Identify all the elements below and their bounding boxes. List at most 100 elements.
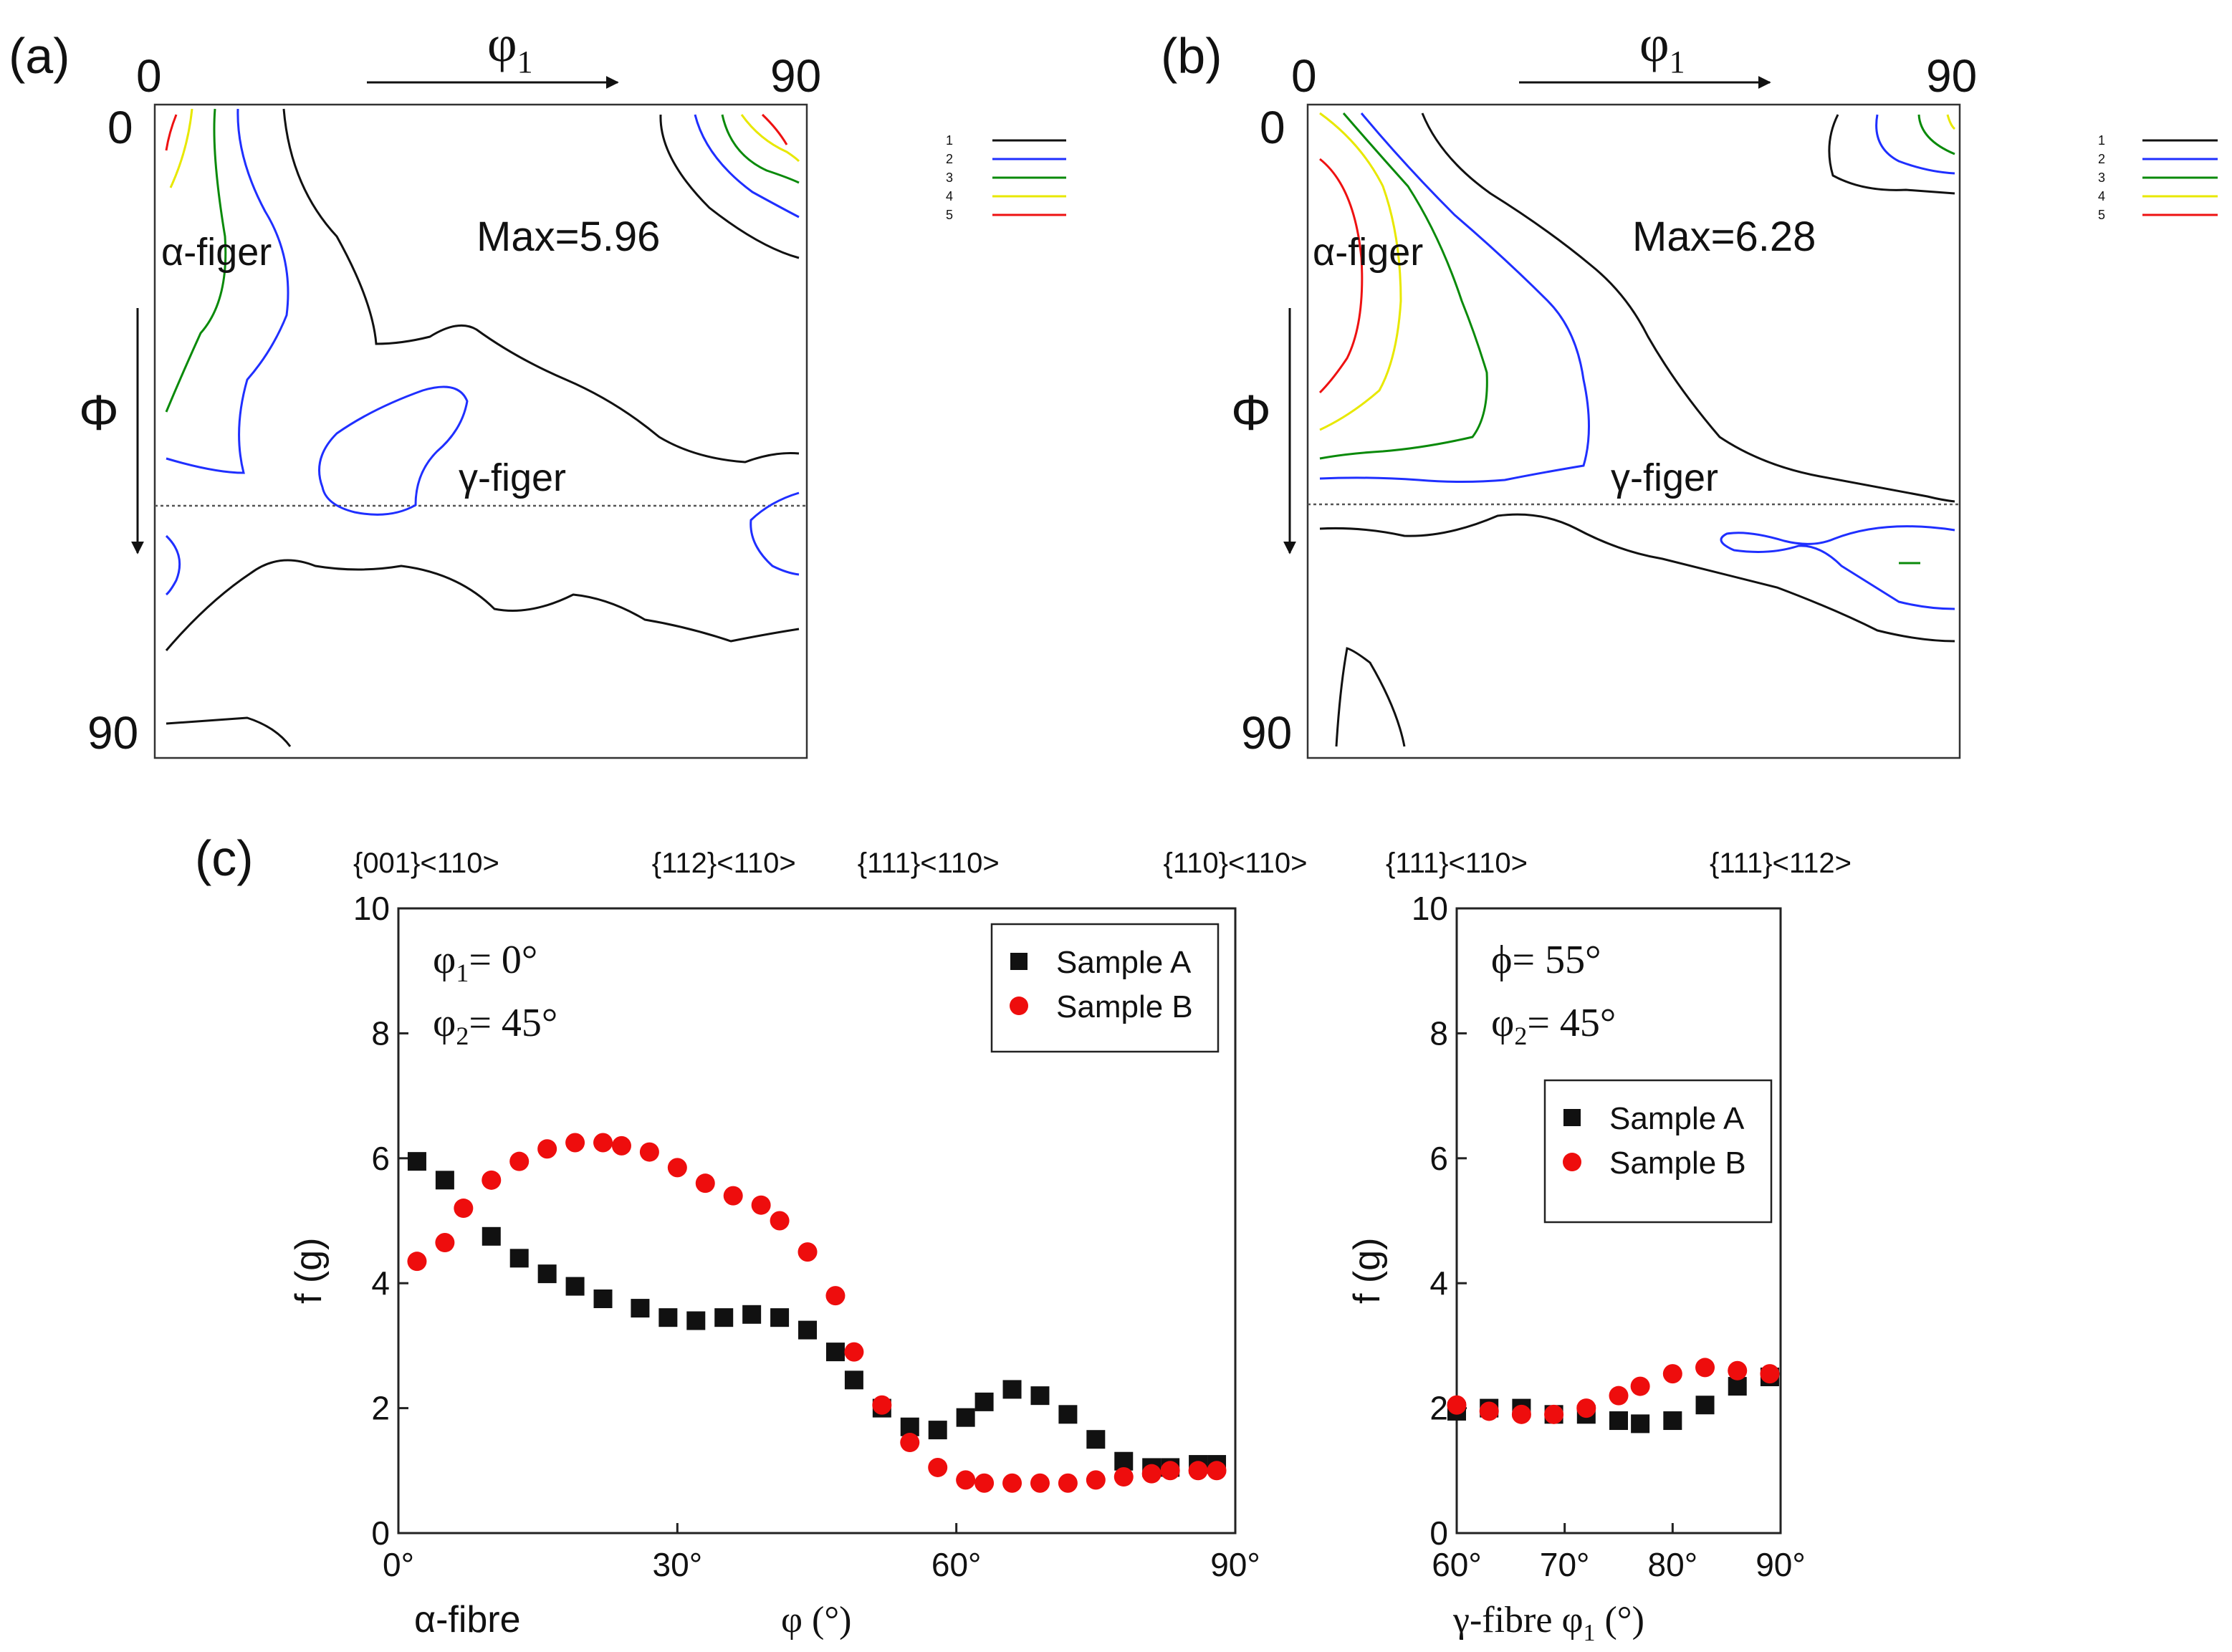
y-tick-label: 2 <box>371 1390 390 1427</box>
sample-a-point <box>565 1277 585 1296</box>
panel-b-contour-level5 <box>1318 158 1364 394</box>
sample-a-point <box>956 1408 975 1427</box>
sample-b-point <box>593 1133 613 1153</box>
legend-box <box>1543 1079 1773 1224</box>
sample-b-point <box>723 1186 743 1206</box>
panel-b-tick-phi1-0: 0 <box>1291 50 1317 102</box>
panel-a-contour-level3-tr <box>721 114 800 184</box>
condition-label: φ2= 45° <box>1491 1001 1616 1050</box>
legend-label: Sample B <box>1609 1146 1746 1181</box>
sample-b-point <box>435 1233 455 1253</box>
sample-b-point <box>1002 1473 1022 1493</box>
y-tick-label: 10 <box>1412 890 1448 927</box>
orientation-annotation: {111}<112> <box>1710 847 1852 879</box>
legend-level-label: 2 <box>946 152 953 166</box>
sample-a-point <box>1663 1411 1682 1431</box>
sample-a-point <box>1086 1430 1106 1449</box>
orientation-annotation: {111}<110> <box>1386 847 1528 879</box>
sample-b-point <box>1576 1398 1596 1418</box>
x-tick-label: 70° <box>1540 1546 1590 1583</box>
condition-symbol: ϕ <box>1491 938 1512 982</box>
panel-a-contour-level1-bottom <box>166 716 292 747</box>
panel-b-odf-frame <box>1306 103 1961 759</box>
x-tick-label: 90° <box>1756 1546 1806 1583</box>
sample-b-point <box>1695 1358 1715 1378</box>
sample-b-point <box>639 1142 659 1162</box>
y-tick-label: 0 <box>371 1514 390 1552</box>
legend-level-label: 2 <box>2098 152 2105 166</box>
panel-a-alpha-label: α-figer <box>161 231 272 274</box>
sample-a-point <box>435 1171 454 1190</box>
y-tick-label: 4 <box>371 1264 390 1302</box>
sample-b-point <box>1511 1404 1531 1424</box>
sample-b-point <box>956 1470 976 1490</box>
sample-b-point <box>454 1199 474 1219</box>
legend-marker-square <box>1563 1109 1581 1126</box>
sample-b-point <box>770 1211 790 1231</box>
sample-a-point <box>1695 1396 1715 1415</box>
sample-b-point <box>974 1473 995 1493</box>
sample-a-point <box>1609 1411 1628 1431</box>
sample-a-point <box>593 1290 613 1308</box>
legend-label: Sample A <box>1609 1101 1745 1136</box>
panel-a-tick-phi1-0: 0 <box>136 50 162 102</box>
orientation-annotation: {001}<110> <box>353 847 499 879</box>
panel-a-contour-level3 <box>165 108 227 413</box>
panel-a-contour-legend: 1 2 3 4 5 <box>946 133 1066 222</box>
y-tick-label: 6 <box>1429 1140 1448 1177</box>
panel-a-contour-level2 <box>166 108 289 474</box>
sample-b-point <box>928 1457 948 1477</box>
condition-subscript: 2 <box>1514 1022 1527 1050</box>
panel-a-tick-Phi-90: 90 <box>87 707 138 759</box>
condition-symbol: φ <box>1491 1001 1514 1045</box>
phi1-subscript: 1 <box>1670 44 1685 80</box>
sample-b-point <box>1030 1473 1050 1493</box>
sample-a-point <box>658 1308 678 1327</box>
sample-b-point <box>1609 1386 1629 1406</box>
x-axis-label-main: γ-fibre φ <box>1452 1600 1583 1641</box>
orientation-annotation: {112}<110> <box>652 847 796 879</box>
legend-marker-circle <box>1010 997 1028 1015</box>
y-tick-label: 10 <box>353 890 390 927</box>
sample-a-point <box>631 1299 650 1318</box>
condition-symbol: φ <box>433 938 456 982</box>
chart-gamma-fibre: 0 2 4 6 8 10 60° 70° 80° 90° f (g) {111}<110> {111}<… <box>1346 847 1852 1646</box>
x-axis-label-sub: 1 <box>1583 1620 1595 1646</box>
chart-alpha-fibre: 0 2 4 6 8 10 0° 30° 60° 90° f (g) {001}<110> {112}<1… <box>288 847 1307 1641</box>
sample-b-point <box>751 1195 771 1215</box>
sample-a-point <box>509 1249 529 1268</box>
panel-a-Phi-label: Φ <box>79 385 119 441</box>
sample-a-point <box>770 1308 790 1327</box>
sample-b-point <box>798 1242 818 1262</box>
sample-a-point <box>482 1226 501 1246</box>
legend-label: Sample B <box>1056 989 1193 1024</box>
sample-a-point <box>844 1370 863 1390</box>
sample-a-point <box>686 1311 706 1330</box>
y-axis-label: f (g) <box>1346 1238 1388 1304</box>
panel-a-label: (a) <box>9 28 70 84</box>
panel-a-phi1-label: φ1 <box>487 15 533 80</box>
panel-b-contour-level2 <box>1319 112 1590 483</box>
panel-a-contour-level4 <box>169 108 193 188</box>
legend-level-label: 3 <box>946 171 953 185</box>
condition-label: φ2= 45° <box>433 1001 557 1050</box>
panel-b-tick-phi1-90: 90 <box>1926 50 1977 102</box>
panel-b-label: (b) <box>1161 28 1222 84</box>
phi1-symbol: φ <box>487 15 517 72</box>
phi1-subscript: 1 <box>517 44 533 80</box>
y-tick-label: 0 <box>1429 1514 1448 1552</box>
condition-value: = 45° <box>1527 1001 1616 1045</box>
sample-b-point <box>872 1395 892 1415</box>
panel-a-tick-Phi-0: 0 <box>107 102 133 153</box>
condition-value: = 45° <box>469 1001 557 1045</box>
y-tick-label: 2 <box>1429 1390 1448 1427</box>
x-axis-label: γ-fibre φ1 (°) <box>1452 1600 1644 1646</box>
y-tick-label: 8 <box>371 1014 390 1052</box>
sample-b-point <box>1662 1364 1682 1384</box>
sample-a-point <box>537 1264 557 1284</box>
panel-b-contour-level1-bottom <box>1335 647 1406 747</box>
sample-b-point <box>482 1170 502 1190</box>
x-tick-label: 80° <box>1648 1546 1698 1583</box>
panel-b-contour-level4-tr <box>1946 114 1956 130</box>
